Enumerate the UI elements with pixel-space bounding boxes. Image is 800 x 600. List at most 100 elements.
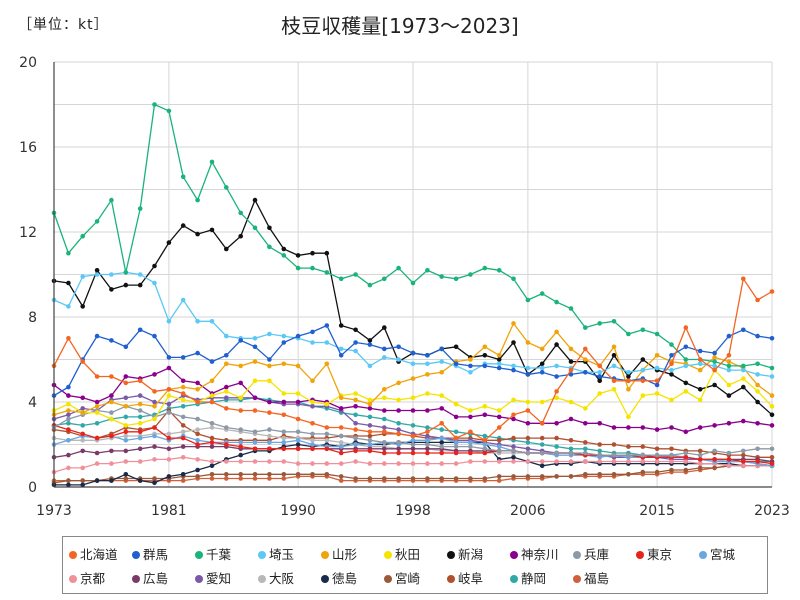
data-point xyxy=(712,448,717,454)
data-point xyxy=(338,425,344,430)
data-point xyxy=(252,336,258,341)
x-tick-label: 2015 xyxy=(639,503,675,519)
data-point xyxy=(769,412,775,418)
data-point xyxy=(554,374,559,379)
data-point xyxy=(425,433,430,439)
data-point xyxy=(597,452,602,458)
series-兵庫 xyxy=(51,404,775,458)
data-point xyxy=(353,340,358,345)
data-point xyxy=(769,365,775,371)
legend-marker xyxy=(69,550,77,559)
data-point xyxy=(583,357,588,362)
data-point xyxy=(539,474,545,479)
series-千葉 xyxy=(51,102,775,371)
data-point xyxy=(611,452,617,458)
data-point xyxy=(626,472,631,477)
data-point xyxy=(66,416,71,422)
data-point xyxy=(238,452,243,458)
data-point xyxy=(281,253,287,258)
data-point xyxy=(769,393,775,398)
data-point xyxy=(180,355,186,360)
data-point xyxy=(180,429,186,435)
data-point xyxy=(238,459,243,464)
data-point xyxy=(152,280,157,286)
data-point xyxy=(180,223,186,228)
data-point xyxy=(669,452,674,458)
data-point xyxy=(453,450,459,456)
legend-label: 千葉 xyxy=(206,547,232,562)
data-point xyxy=(583,446,588,452)
data-point xyxy=(611,459,617,464)
data-point xyxy=(511,459,516,464)
data-point xyxy=(367,429,373,435)
data-point xyxy=(382,325,387,330)
data-point xyxy=(726,421,732,426)
data-point xyxy=(511,455,516,460)
data-point xyxy=(769,374,775,379)
data-point xyxy=(554,363,559,369)
data-point xyxy=(425,438,430,443)
data-point xyxy=(80,431,85,437)
data-point xyxy=(453,414,459,420)
data-point xyxy=(338,474,344,479)
legend-label: 徳島 xyxy=(332,571,358,586)
data-point xyxy=(94,268,100,273)
data-point xyxy=(281,435,287,441)
legend-item: 愛知 xyxy=(195,568,231,587)
data-point xyxy=(597,374,602,379)
data-point xyxy=(611,442,617,447)
data-point xyxy=(410,395,416,401)
data-point xyxy=(741,459,746,464)
data-point xyxy=(539,442,545,447)
data-point xyxy=(324,461,330,466)
data-point xyxy=(252,378,258,384)
data-point xyxy=(267,440,272,445)
data-point xyxy=(324,361,330,367)
legend-marker xyxy=(699,550,707,559)
data-point xyxy=(238,395,243,401)
data-point xyxy=(209,472,215,477)
data-point xyxy=(310,329,315,335)
data-point xyxy=(152,444,157,449)
data-point xyxy=(597,448,602,454)
data-point xyxy=(439,406,445,411)
data-point xyxy=(712,350,717,356)
data-point xyxy=(281,446,287,452)
data-point xyxy=(539,291,545,296)
data-point xyxy=(166,401,172,407)
data-point xyxy=(496,478,502,483)
data-point xyxy=(338,478,344,483)
data-point xyxy=(539,421,545,426)
data-point xyxy=(109,448,114,454)
data-point xyxy=(310,438,315,443)
data-point xyxy=(726,382,732,388)
data-point xyxy=(611,425,617,430)
data-point xyxy=(123,270,129,275)
data-point xyxy=(195,416,200,422)
data-point xyxy=(80,448,85,454)
data-point xyxy=(683,450,689,456)
data-point xyxy=(166,435,172,441)
y-tick-label: 16 xyxy=(19,140,37,156)
data-point xyxy=(769,336,775,341)
data-point xyxy=(525,459,531,464)
data-point xyxy=(568,450,574,456)
data-point xyxy=(439,359,445,364)
data-point xyxy=(338,406,344,411)
data-point xyxy=(439,450,445,456)
legend-label: 兵庫 xyxy=(584,547,610,562)
data-point xyxy=(482,265,488,271)
legend-marker xyxy=(510,574,518,583)
data-point xyxy=(726,450,732,456)
data-point xyxy=(66,465,71,471)
data-point xyxy=(539,459,545,464)
x-tick-label: 1981 xyxy=(151,503,187,519)
data-point xyxy=(511,416,516,422)
data-point xyxy=(166,446,172,452)
data-point xyxy=(238,233,243,239)
data-point xyxy=(683,429,689,435)
data-point xyxy=(468,429,473,435)
data-point xyxy=(496,448,502,454)
data-point xyxy=(769,461,775,466)
data-point xyxy=(137,421,143,426)
